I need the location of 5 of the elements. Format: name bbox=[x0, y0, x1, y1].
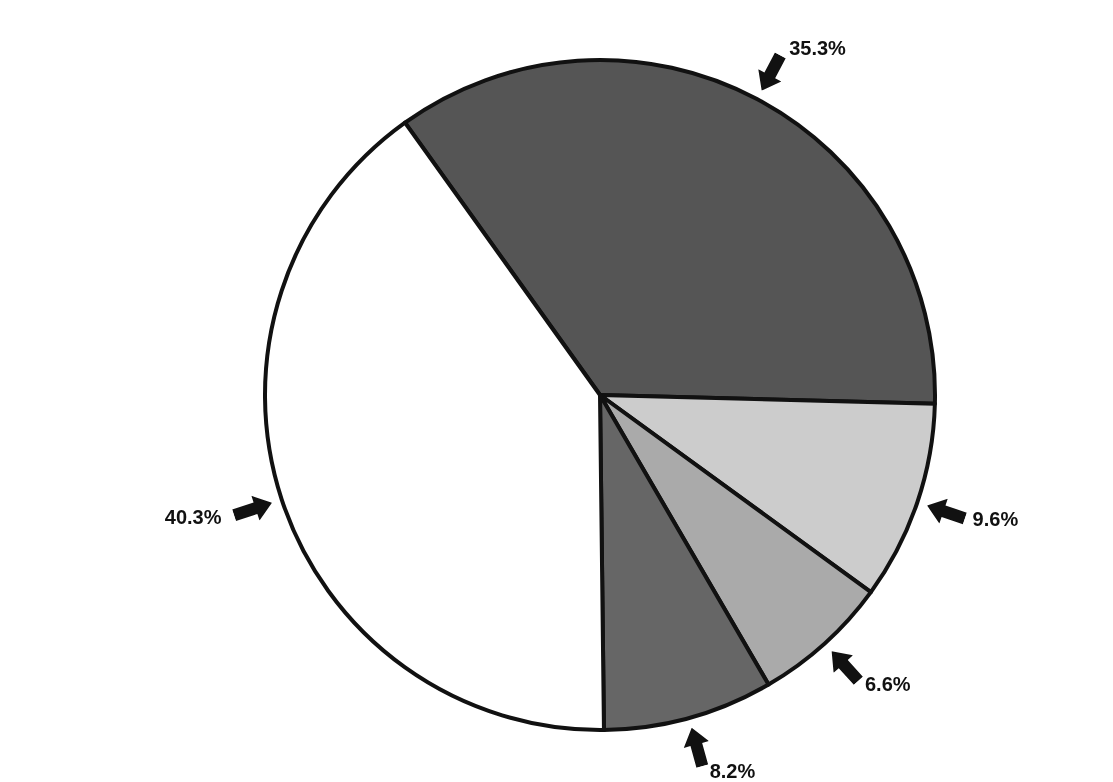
data-label: 35.3% bbox=[789, 36, 847, 59]
data-label: 40.3% bbox=[164, 506, 222, 529]
data-label: 6.6% bbox=[864, 673, 911, 696]
data-label: 9.6% bbox=[972, 508, 1019, 531]
data-label: 8.2% bbox=[709, 760, 756, 782]
